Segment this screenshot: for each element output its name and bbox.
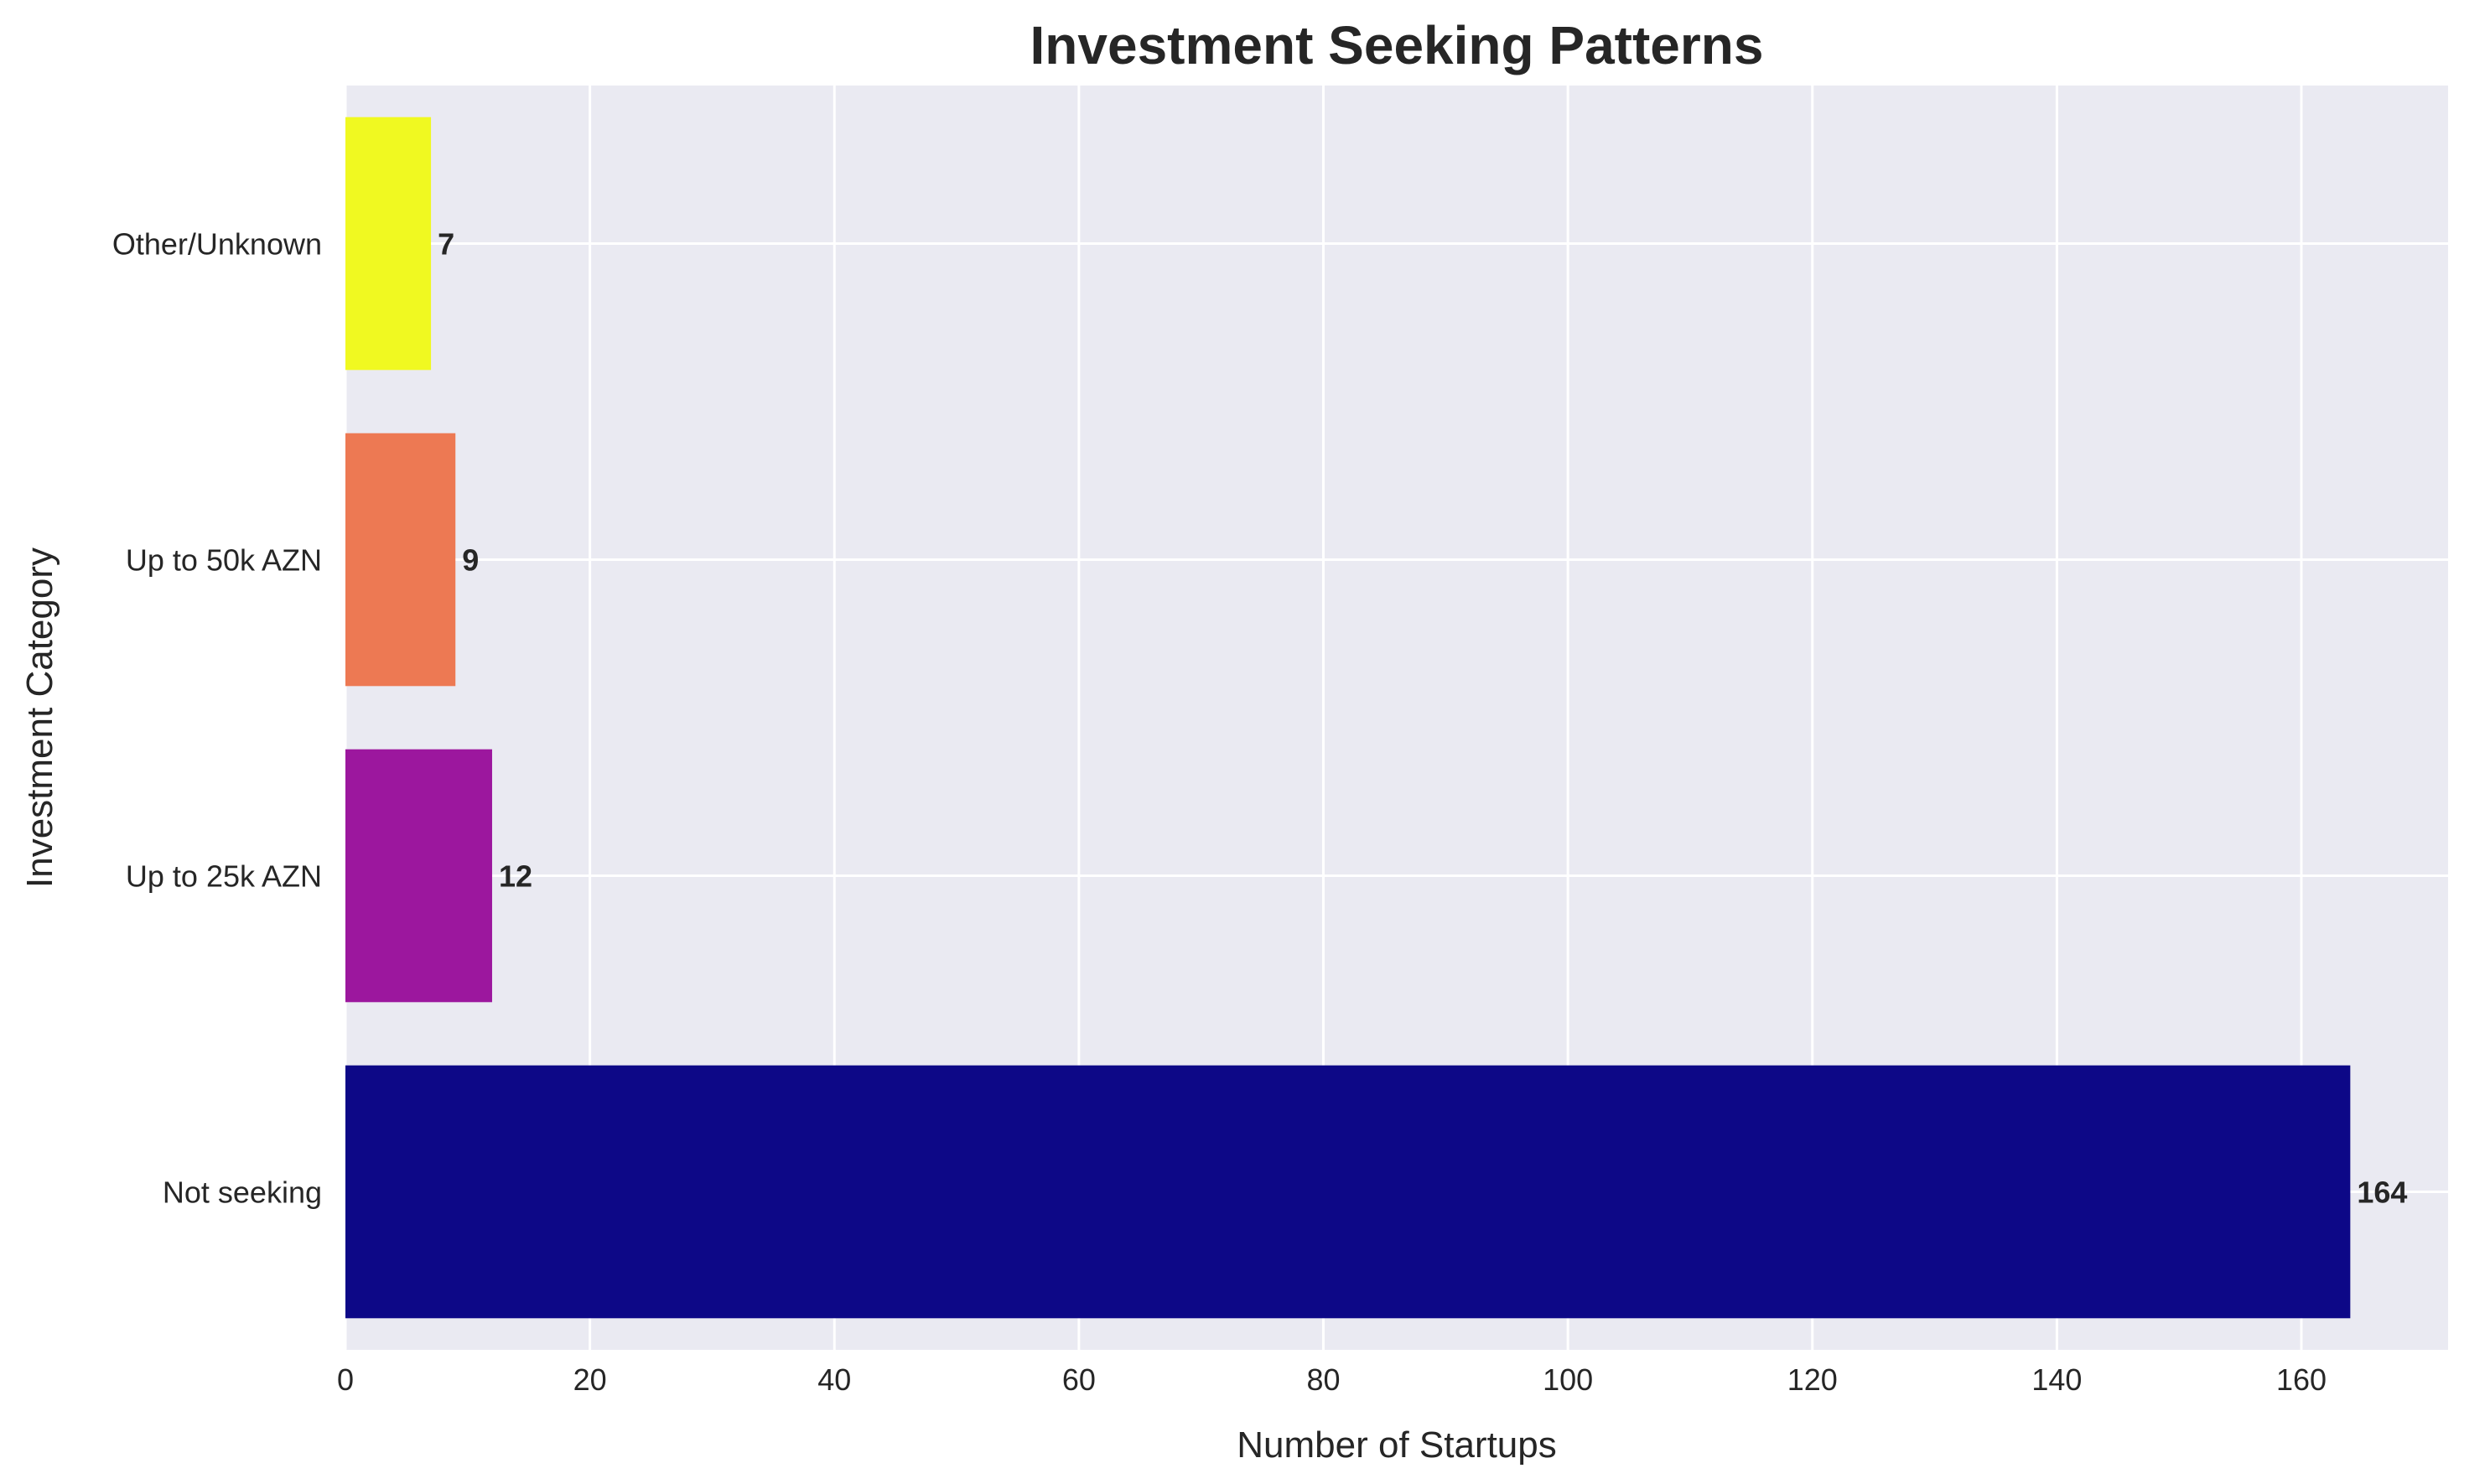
data-label: 9 (462, 543, 479, 578)
data-label: 12 (499, 859, 532, 894)
y-axis-label: Investment Category (19, 547, 60, 888)
x-tick-label: 40 (817, 1362, 851, 1397)
chart-title: Investment Seeking Patterns (1030, 15, 1764, 75)
y-tick-label: Not seeking (163, 1175, 322, 1210)
x-tick-label: 120 (1787, 1362, 1838, 1397)
x-tick-label: 60 (1062, 1362, 1096, 1397)
x-tick-label: 80 (1306, 1362, 1340, 1397)
bar (345, 1065, 2351, 1319)
x-tick-label: 20 (573, 1362, 607, 1397)
y-tick-labels: Not seeking Up to 25k AZN Up to 50k AZN Oth… (112, 227, 322, 1210)
x-tick-label: 0 (337, 1362, 354, 1397)
bar (345, 749, 492, 1003)
data-label: 7 (438, 227, 454, 262)
x-tick-label: 100 (1543, 1362, 1593, 1397)
x-axis-label: Number of Startups (1237, 1424, 1557, 1466)
y-tick-label: Other/Unknown (112, 227, 322, 262)
x-tick-labels: 0 20 40 60 80 100 120 140 160 (337, 1362, 2327, 1397)
bar (345, 433, 456, 687)
data-label: 164 (2357, 1175, 2407, 1210)
x-tick-label: 140 (2031, 1362, 2082, 1397)
bar (345, 117, 432, 371)
x-tick-label: 160 (2276, 1362, 2327, 1397)
bars (345, 117, 2351, 1319)
y-tick-label: Up to 25k AZN (126, 859, 322, 894)
data-labels: 164 12 9 7 (438, 227, 2407, 1210)
y-tick-label: Up to 50k AZN (126, 543, 322, 578)
